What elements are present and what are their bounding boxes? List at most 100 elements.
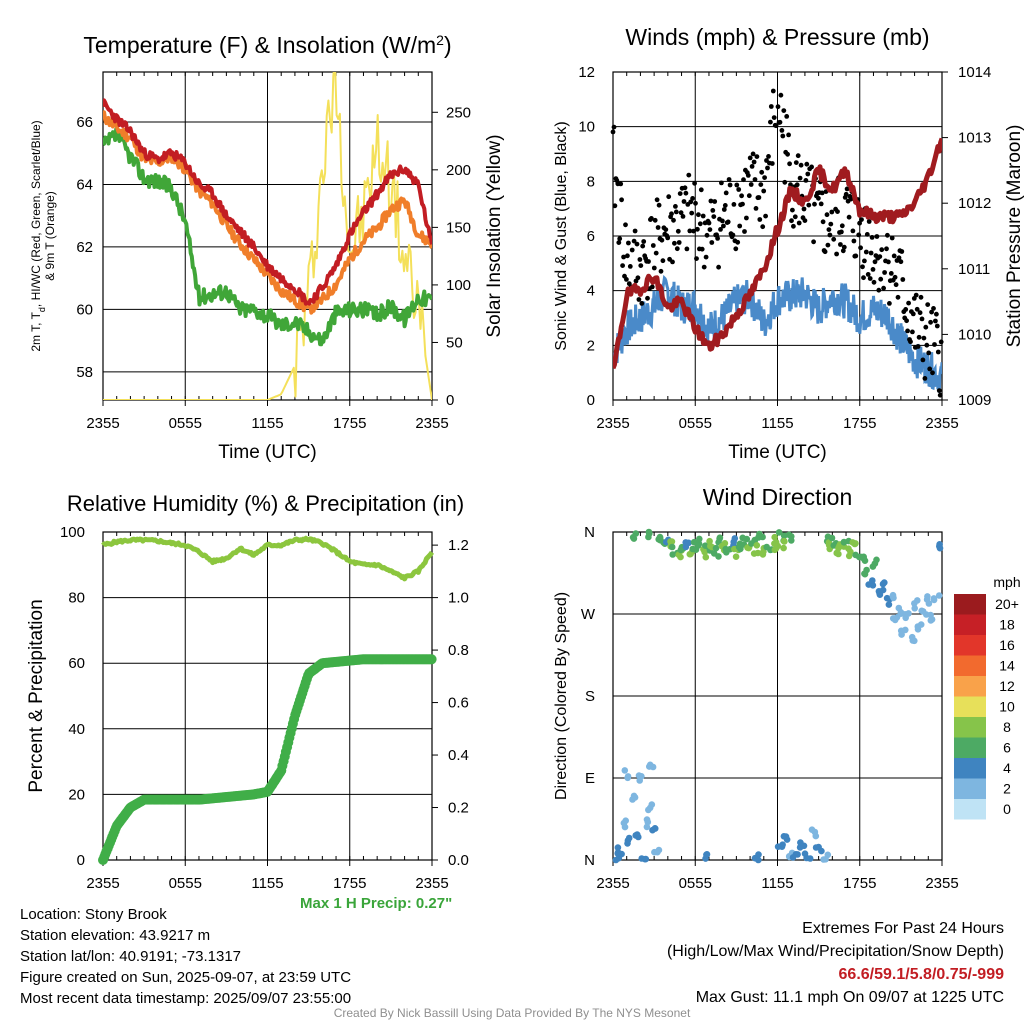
gust-point bbox=[636, 297, 642, 302]
gust-point bbox=[789, 218, 794, 224]
direction-point bbox=[879, 580, 887, 588]
y-tick-label: 40 bbox=[68, 721, 85, 738]
direction-point bbox=[739, 534, 746, 542]
gust-point bbox=[612, 203, 618, 209]
y-tick-label: 62 bbox=[76, 239, 93, 256]
gust-point bbox=[865, 272, 871, 277]
gust-point bbox=[623, 222, 628, 228]
humidity-line bbox=[101, 535, 435, 582]
gust-point bbox=[877, 254, 883, 259]
direction-point bbox=[780, 537, 788, 545]
extremes-values: 66.6/59.1/5.8/0.75/-999 bbox=[838, 966, 1004, 983]
gust-point bbox=[882, 270, 887, 275]
direction-point bbox=[614, 844, 622, 851]
gust-point bbox=[886, 259, 891, 265]
direction-point bbox=[924, 593, 931, 600]
gust-point bbox=[918, 294, 924, 300]
gust-point bbox=[709, 240, 715, 245]
gust-point bbox=[851, 238, 857, 244]
x-tick-label: 1155 bbox=[251, 415, 283, 432]
direction-point bbox=[936, 541, 943, 548]
gust-point bbox=[733, 246, 739, 252]
gust-point bbox=[831, 236, 837, 242]
gust-point bbox=[792, 214, 798, 220]
gust-point bbox=[749, 164, 755, 169]
sonic-wind-line bbox=[613, 274, 942, 393]
chart-title: Winds (mph) & Pressure (mb) bbox=[625, 24, 929, 50]
y2-tick-label: 0.8 bbox=[448, 642, 469, 659]
gust-point bbox=[822, 249, 828, 255]
gust-point bbox=[899, 249, 905, 254]
gust-point bbox=[769, 161, 775, 166]
y2-tick-label: 1012 bbox=[958, 195, 991, 212]
direction-point bbox=[624, 774, 631, 782]
pressure-line bbox=[613, 137, 942, 370]
gust-point bbox=[850, 228, 856, 234]
y-tick-label: N bbox=[584, 852, 595, 869]
gust-point bbox=[752, 177, 758, 182]
gust-point bbox=[627, 264, 633, 269]
gust-point bbox=[619, 197, 624, 203]
gust-point bbox=[640, 243, 646, 249]
gust-point bbox=[758, 182, 764, 188]
direction-point bbox=[890, 594, 897, 602]
gust-point bbox=[660, 258, 666, 264]
y-tick-label: 0 bbox=[587, 392, 595, 409]
gust-point bbox=[695, 226, 700, 232]
y2-axis-label: Station Pressure (Maroon) bbox=[1004, 125, 1024, 348]
colorbar-tick-label: 16 bbox=[999, 637, 1015, 653]
y-tick-label: 10 bbox=[578, 119, 595, 136]
gust-point bbox=[914, 306, 920, 312]
gust-point bbox=[742, 229, 747, 234]
gust-point bbox=[809, 164, 814, 170]
direction-point bbox=[715, 553, 722, 560]
gust-point bbox=[727, 182, 733, 188]
gust-point bbox=[689, 210, 695, 216]
gust-point bbox=[751, 159, 757, 165]
direction-point bbox=[889, 615, 897, 622]
title-superscript: 2 bbox=[436, 32, 444, 48]
direction-point bbox=[852, 540, 859, 547]
direction-point bbox=[885, 601, 893, 608]
gust-point bbox=[690, 196, 695, 201]
x-tick-label: 2355 bbox=[86, 875, 119, 892]
gust-point bbox=[624, 277, 629, 282]
y-tick-label: 4 bbox=[587, 283, 595, 300]
gust-point bbox=[778, 92, 784, 98]
gust-point bbox=[681, 199, 687, 204]
gust-point bbox=[839, 229, 844, 235]
gust-point bbox=[790, 207, 795, 213]
colorbar-swatch bbox=[954, 758, 986, 779]
direction-point bbox=[812, 832, 820, 840]
gust-point bbox=[895, 294, 901, 300]
y-tick-label: 8 bbox=[587, 173, 595, 190]
gust-point bbox=[861, 275, 866, 281]
gust-point bbox=[771, 115, 777, 120]
gust-point bbox=[638, 263, 644, 268]
gust-point bbox=[741, 177, 746, 183]
gust-point bbox=[933, 318, 938, 324]
direction-point bbox=[753, 542, 761, 549]
gust-point bbox=[631, 238, 637, 244]
direction-point bbox=[905, 610, 912, 617]
gust-point bbox=[674, 246, 680, 252]
colorbar-swatch bbox=[954, 635, 986, 656]
x-tick-label: 0555 bbox=[679, 415, 712, 432]
gust-point bbox=[707, 227, 713, 233]
gust-point bbox=[893, 282, 899, 288]
gust-point bbox=[834, 251, 839, 257]
direction-point bbox=[689, 545, 696, 553]
gust-point bbox=[863, 249, 869, 255]
gust-point bbox=[922, 376, 928, 381]
x-axis-label: Time (UTC) bbox=[218, 442, 317, 463]
direction-point bbox=[629, 796, 636, 803]
gust-point bbox=[856, 232, 862, 238]
gust-point bbox=[754, 154, 760, 160]
direction-point bbox=[723, 549, 730, 556]
extremes-title: Extremes For Past 24 Hours bbox=[802, 920, 1004, 937]
direction-point bbox=[669, 551, 676, 558]
x-tick-label: 1155 bbox=[761, 415, 793, 432]
y-tick-label: 2 bbox=[587, 337, 595, 354]
gust-point bbox=[714, 232, 719, 238]
direction-point bbox=[847, 548, 854, 556]
